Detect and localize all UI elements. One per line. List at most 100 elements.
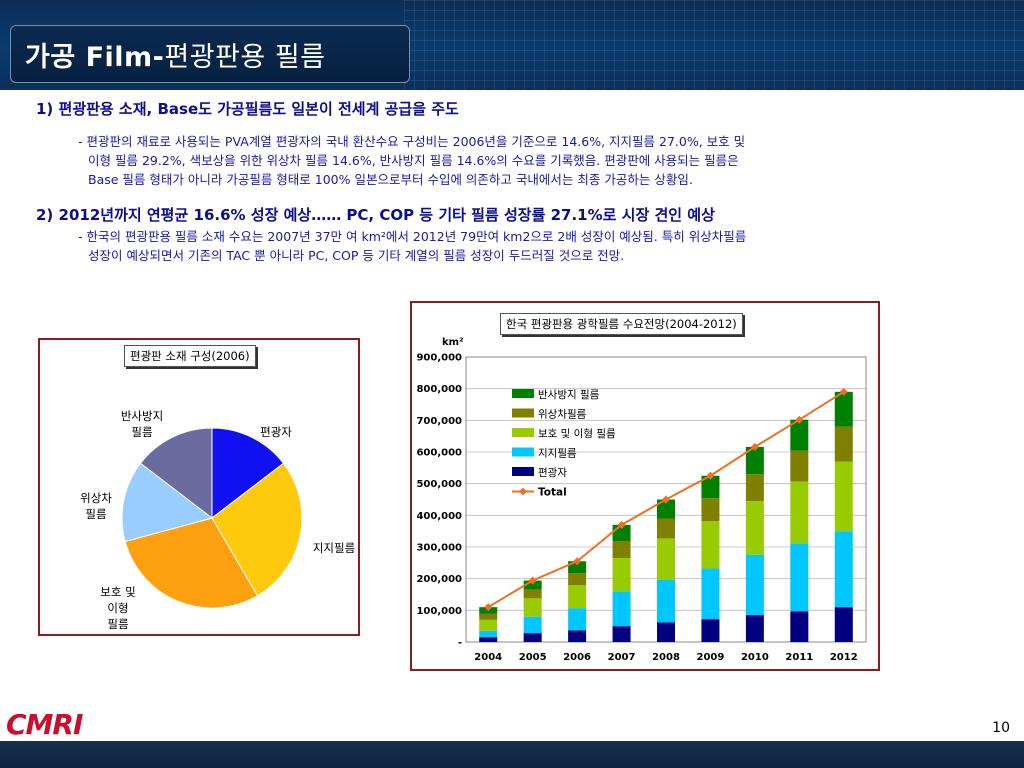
legend-swatch xyxy=(519,487,527,496)
bar-segment xyxy=(701,475,720,499)
slide-title: 가공 Film- 편광판용 필름 xyxy=(10,25,410,83)
slide-title-bold: 가공 Film- xyxy=(25,41,165,73)
y-unit-label: km² xyxy=(442,337,463,348)
bar-segment xyxy=(701,619,720,642)
legend-label: 위상차필름 xyxy=(538,408,587,421)
section-2-heading: 2) 2012년까지 연평균 16.6% 성장 예상…… PC, COP 등 기… xyxy=(36,206,715,224)
bar-segment xyxy=(657,538,675,580)
pie-slice xyxy=(139,427,213,520)
bar-segment xyxy=(568,585,587,609)
x-tick-label: 2012 xyxy=(830,652,858,663)
pie-slice xyxy=(124,517,259,609)
bar-segment xyxy=(657,518,675,539)
bar-segment xyxy=(745,554,764,616)
section-1-line: 이형 필름 29.2%, 색보상을 위한 위상차 필름 14.6%, 반사방지 … xyxy=(88,153,739,168)
header-grid-pattern xyxy=(404,0,1024,90)
bar-segment xyxy=(745,474,764,502)
bar-segment xyxy=(479,613,498,620)
bar-segment xyxy=(657,499,675,519)
header-band: 가공 Film- 편광판용 필름 xyxy=(0,0,1024,90)
pie-slice xyxy=(121,462,214,543)
bar-segment xyxy=(523,580,542,590)
pie-slice xyxy=(211,462,303,597)
pie-label-line: 보호 및 xyxy=(100,585,136,599)
pie-label-line: 반사방지 xyxy=(120,409,164,423)
x-tick-label: 2007 xyxy=(608,652,636,663)
pie-slice xyxy=(211,427,285,520)
bar-chart-title: 한국 편광판용 광학필름 수요전망(2004-2012) xyxy=(500,313,743,335)
y-tick-label: 400,000 xyxy=(416,511,462,522)
bar-segment xyxy=(523,633,542,642)
total-point xyxy=(706,471,715,480)
pie-chart-title: 편광판 소재 구성(2006) xyxy=(124,345,256,367)
y-tick-label: 900,000 xyxy=(416,353,462,364)
x-tick-label: 2006 xyxy=(563,652,591,663)
bar-segment xyxy=(612,540,631,559)
bar-segment xyxy=(745,446,764,475)
bar-segment xyxy=(523,598,542,617)
x-tick-label: 2010 xyxy=(741,652,769,663)
bar-segment xyxy=(523,616,542,634)
total-point xyxy=(573,557,582,566)
bar-chart-panel: 한국 편광판용 광학필름 수요전망(2004-2012) km² - 100,000… xyxy=(410,301,880,671)
bar-segment xyxy=(612,558,631,592)
pie-label-line: 필름 xyxy=(131,425,153,439)
legend-swatch xyxy=(512,428,534,437)
legend-label: 보호 및 이형 필름 xyxy=(538,428,616,440)
total-point xyxy=(528,576,537,585)
legend-swatch xyxy=(512,408,534,418)
section-1-body: - 편광판의 재료로 사용되는 PVA계열 편광자의 국내 환산수요 구성비는 … xyxy=(78,132,745,189)
x-tick-label: 2005 xyxy=(519,652,547,663)
pie-label-line: 이형 xyxy=(107,601,129,615)
bar-segment xyxy=(479,619,498,631)
bar-segment xyxy=(834,531,853,608)
pie-label-s1: 지지필름 xyxy=(300,540,368,556)
section-2-line: - 한국의 편광판용 필름 소재 수요는 2007년 37만 여 km²에서 2… xyxy=(78,229,747,244)
total-point xyxy=(795,415,804,424)
bar-segment xyxy=(657,579,675,623)
stacked-bar-chart: km² - 100,000 200,000 300,000 400,000 500,000 6… xyxy=(416,337,867,663)
y-tick-label: 100,000 xyxy=(416,606,462,617)
legend-swatch xyxy=(512,389,534,398)
bar-segment xyxy=(790,611,809,642)
total-point xyxy=(750,442,759,451)
pie-chart-panel: 편광판 소재 구성(2006) 편광자 지지필름 보호 및 이형 필름 위상차 … xyxy=(38,338,360,636)
bar-segment xyxy=(568,630,587,642)
bar-segment xyxy=(523,589,542,599)
y-tick-label: 600,000 xyxy=(416,448,462,459)
pie-label-line: 편광자 xyxy=(260,425,292,439)
section-2-line: 성장이 예상되면서 기존의 TAC 뿐 아니라 PC, COP 등 기타 계열의… xyxy=(88,248,625,263)
bar-segment xyxy=(790,481,809,544)
section-2-body: - 한국의 편광판용 필름 소재 수요는 2007년 37만 여 km²에서 2… xyxy=(78,227,746,265)
bar-segment xyxy=(834,426,853,462)
bar-segment xyxy=(790,543,809,612)
pie-label-s3: 위상차 필름 xyxy=(66,490,126,522)
slide-title-rest: 편광판용 필름 xyxy=(164,41,326,73)
section-1-line: - 편광판의 재료로 사용되는 PVA계열 편광자의 국내 환산수요 구성비는 … xyxy=(78,134,746,149)
total-point xyxy=(484,603,493,612)
legend-swatch xyxy=(512,447,534,457)
y-tick-label: 200,000 xyxy=(416,574,462,585)
legend-label: 지지필름 xyxy=(538,448,577,460)
pie-label-s2: 보호 및 이형 필름 xyxy=(88,584,148,632)
pie-label-line: 지지필름 xyxy=(312,541,356,555)
bar-segment xyxy=(834,391,853,427)
section-1-line: Base 필름 형태가 아니라 가공필름 형태로 100% 일본으로부터 수입에… xyxy=(88,172,693,187)
pie-chart xyxy=(121,427,303,609)
y-tick-label: - xyxy=(458,638,462,649)
bar-segment xyxy=(834,461,853,532)
pie-label-s4: 반사방지 필름 xyxy=(106,408,178,440)
y-tick-label: 800,000 xyxy=(416,384,462,395)
pie-label-line: 위상차 xyxy=(80,491,112,505)
bar-segment xyxy=(701,521,720,569)
bar-segment xyxy=(790,419,809,451)
bar-segment xyxy=(834,607,853,642)
bar-segment xyxy=(568,608,587,631)
y-tick-label: 700,000 xyxy=(416,416,462,427)
x-tick-label: 2011 xyxy=(785,652,813,663)
page-number: 10 xyxy=(992,720,1010,736)
x-tick-label: 2009 xyxy=(697,652,725,663)
bar-segment xyxy=(479,637,498,642)
bar-segment xyxy=(745,615,764,642)
bar-segment xyxy=(657,622,675,642)
